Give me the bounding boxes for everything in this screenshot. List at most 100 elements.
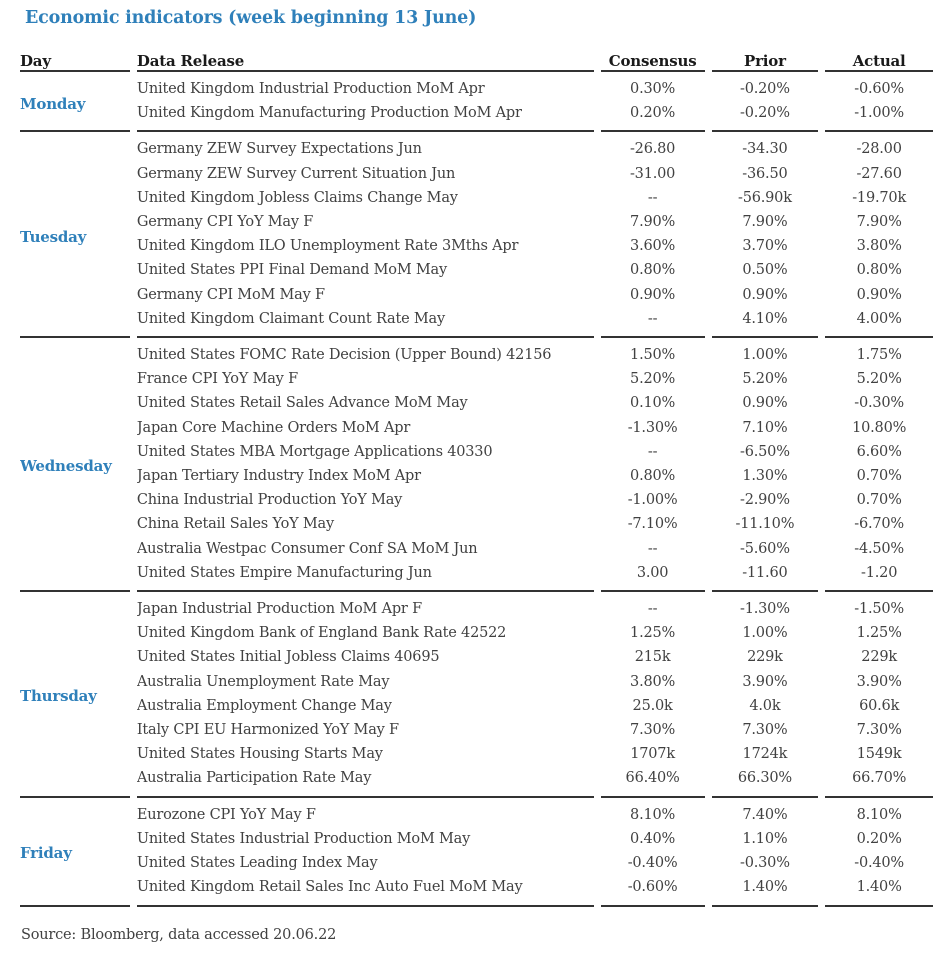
actual-cell: -0.30%: [854, 395, 905, 412]
consensus-cell: --: [600, 307, 705, 339]
actual-cell: -4.50%: [854, 540, 905, 557]
release-cell: France CPI YoY May F: [136, 371, 298, 388]
prior-cell: 1.10%: [742, 830, 788, 847]
prior-cell: 3.90%: [742, 673, 788, 690]
actual-cell: 66.70%: [825, 766, 933, 798]
prior-cell: 7.10%: [742, 419, 788, 436]
prior-cell: -2.90%: [740, 492, 790, 509]
day-label: Wednesday: [20, 338, 130, 593]
consensus-cell: 1.50%: [630, 347, 676, 364]
consensus-cell: 3.00: [600, 561, 705, 593]
table-row: United Kingdom Claimant Count Rate May --…: [20, 307, 933, 339]
prior-cell: -11.60: [711, 561, 819, 593]
prior-cell: 66.30%: [711, 766, 819, 798]
consensus-cell: --: [647, 189, 658, 206]
release-cell: Australia Westpac Consumer Conf SA MoM J…: [136, 540, 478, 557]
consensus-cell: -31.00: [629, 165, 676, 182]
table-row: China Retail Sales YoY May -7.10% -11.10% -…: [20, 512, 933, 536]
release-cell: United States Housing Starts May: [136, 746, 383, 763]
table-row: Australia Westpac Consumer Conf SA MoM J…: [20, 537, 933, 561]
prior-cell: -5.60%: [740, 540, 790, 557]
consensus-cell: 3.80%: [630, 673, 676, 690]
page-title: Economic indicators (week beginning 13 J…: [25, 8, 477, 28]
consensus-cell: 1.25%: [630, 625, 676, 642]
consensus-cell: 7.30%: [630, 722, 676, 739]
consensus-cell: 66.40%: [600, 766, 705, 798]
release-cell: Japan Tertiary Industry Index MoM Apr: [136, 468, 421, 485]
prior-cell: 0.90%: [742, 286, 788, 303]
release-cell: United Kingdom Industrial Production MoM…: [136, 81, 485, 97]
actual-cell: 60.6k: [859, 697, 900, 714]
actual-cell: 0.90%: [856, 286, 902, 303]
release-cell: United Kingdom Bank of England Bank Rate…: [136, 625, 507, 642]
column-header-data-release: Data Release: [136, 52, 594, 72]
actual-cell: -0.60%: [854, 81, 905, 97]
consensus-cell: 0.80%: [630, 262, 676, 279]
actual-cell: 1549k: [856, 746, 902, 763]
prior-cell: 7.30%: [742, 722, 788, 739]
consensus-cell: 7.90%: [630, 214, 676, 231]
day-label: Monday: [20, 72, 130, 133]
table-row: Australia Employment Change May 25.0k 4.0k…: [20, 694, 933, 718]
prior-cell: 0.50%: [742, 262, 788, 279]
release-cell: Eurozone CPI YoY May F: [136, 806, 316, 823]
release-cell: Australia Participation Rate May: [136, 766, 594, 798]
table-row: Germany ZEW Survey Current Situation Jun…: [20, 162, 933, 186]
prior-cell: 1.00%: [742, 625, 788, 642]
prior-cell: -34.30: [742, 141, 788, 158]
actual-cell: -1.00%: [825, 101, 933, 133]
table-row: Italy CPI EU Harmonized YoY May F 7.30% 7.…: [20, 718, 933, 742]
prior-cell: -6.50%: [740, 443, 790, 460]
column-header-prior: Prior: [711, 52, 819, 72]
header-row: Day Data Release Consensus Prior Actual: [20, 52, 933, 72]
actual-cell: -6.70%: [854, 516, 905, 533]
economic-indicators-table: Day Data Release Consensus Prior Actual …: [13, 52, 940, 907]
day-label: Thursday: [20, 592, 130, 798]
actual-cell: -1.50%: [854, 601, 905, 618]
prior-cell: -56.90k: [738, 189, 792, 206]
consensus-cell: --: [647, 601, 658, 618]
consensus-cell: 25.0k: [632, 697, 673, 714]
actual-cell: -28.00: [856, 141, 902, 158]
consensus-cell: -1.30%: [627, 419, 678, 436]
prior-cell: -0.30%: [740, 855, 790, 872]
release-cell: United States Empire Manufacturing Jun: [136, 561, 594, 593]
actual-cell: 0.70%: [856, 468, 902, 485]
actual-cell: 4.00%: [825, 307, 933, 339]
actual-cell: 8.10%: [856, 806, 902, 823]
prior-cell: 1.00%: [742, 347, 788, 364]
actual-cell: 3.90%: [856, 673, 902, 690]
actual-cell: -19.70k: [852, 189, 907, 206]
table-row: United Kingdom Manufacturing Production …: [20, 101, 933, 133]
release-cell: China Industrial Production YoY May: [136, 492, 403, 509]
prior-cell: -0.20%: [740, 81, 790, 97]
release-cell: United Kingdom Retail Sales Inc Auto Fue…: [136, 875, 594, 907]
actual-cell: 1.25%: [856, 625, 902, 642]
table-row: United States Empire Manufacturing Jun 3.…: [20, 561, 933, 593]
release-cell: United Kingdom Claimant Count Rate May: [136, 307, 594, 339]
release-cell: United States Leading Index May: [136, 855, 378, 872]
consensus-cell: 3.60%: [630, 238, 676, 255]
release-cell: United States PPI Final Demand MoM May: [136, 262, 447, 279]
table-row: France CPI YoY May F 5.20% 5.20% 5.20%: [20, 367, 933, 391]
actual-cell: -0.40%: [854, 855, 905, 872]
release-cell: Germany CPI MoM May F: [136, 286, 325, 303]
prior-cell: -0.20%: [711, 101, 819, 133]
consensus-cell: -0.40%: [627, 855, 678, 872]
table-row: United States Retail Sales Advance MoM M…: [20, 391, 933, 415]
release-cell: China Retail Sales YoY May: [136, 516, 334, 533]
day-label: Friday: [20, 798, 130, 907]
actual-cell: 6.60%: [856, 443, 902, 460]
release-cell: Japan Industrial Production MoM Apr F: [136, 601, 422, 618]
table-row: United States PPI Final Demand MoM May 0.…: [20, 258, 933, 282]
consensus-cell: 0.10%: [630, 395, 676, 412]
prior-cell: 4.10%: [711, 307, 819, 339]
prior-cell: 1.40%: [711, 875, 819, 907]
consensus-cell: --: [647, 540, 658, 557]
consensus-cell: 1707k: [630, 746, 675, 763]
release-cell: United States Retail Sales Advance MoM M…: [136, 395, 468, 412]
release-cell: Germany ZEW Survey Current Situation Jun: [136, 165, 456, 182]
prior-cell: -36.50: [742, 165, 788, 182]
consensus-cell: -26.80: [629, 141, 676, 158]
